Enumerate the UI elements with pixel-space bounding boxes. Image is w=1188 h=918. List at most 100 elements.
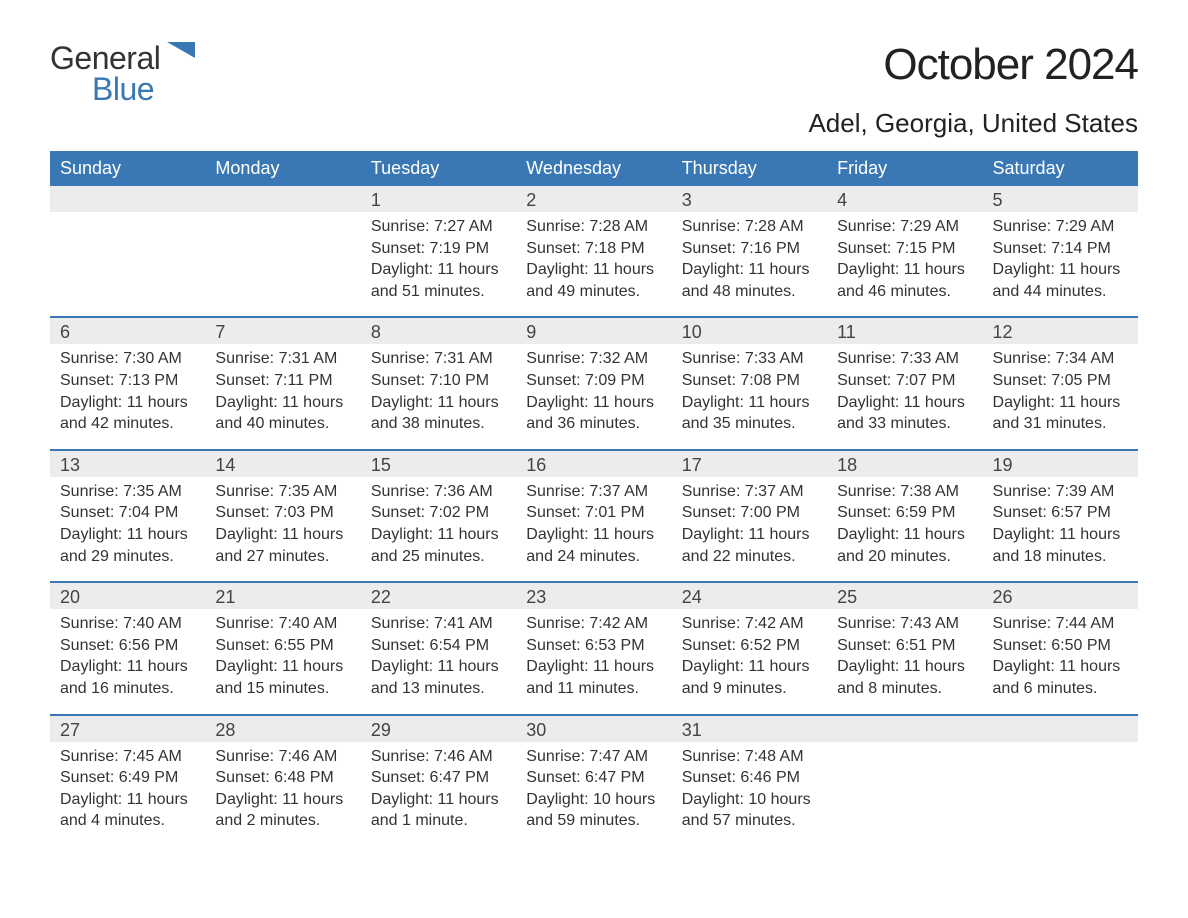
- sunrise-line: Sunrise: 7:36 AM: [371, 481, 506, 503]
- sunset-line: Sunset: 6:47 PM: [371, 767, 506, 789]
- cell-body: Sunrise: 7:29 AMSunset: 7:14 PMDaylight:…: [983, 216, 1138, 302]
- sunrise-line: Sunrise: 7:42 AM: [526, 613, 661, 635]
- calendar-week: 13Sunrise: 7:35 AMSunset: 7:04 PMDayligh…: [50, 449, 1138, 581]
- cell-body: Sunrise: 7:48 AMSunset: 6:46 PMDaylight:…: [672, 746, 827, 832]
- sunset-line: Sunset: 7:07 PM: [837, 370, 972, 392]
- sunrise-line: Sunrise: 7:28 AM: [682, 216, 817, 238]
- sunrise-line: Sunrise: 7:33 AM: [837, 348, 972, 370]
- sunrise-line: Sunrise: 7:48 AM: [682, 746, 817, 768]
- sunset-line: Sunset: 6:50 PM: [993, 635, 1128, 657]
- day-number: 29: [361, 716, 516, 742]
- sunset-line: Sunset: 7:15 PM: [837, 238, 972, 260]
- sunset-line: Sunset: 7:09 PM: [526, 370, 661, 392]
- day-number: 12: [983, 318, 1138, 344]
- cell-body: Sunrise: 7:46 AMSunset: 6:48 PMDaylight:…: [205, 746, 360, 832]
- daylight-line: Daylight: 11 hours and 13 minutes.: [371, 656, 506, 699]
- cell-body: Sunrise: 7:38 AMSunset: 6:59 PMDaylight:…: [827, 481, 982, 567]
- day-number: 17: [672, 451, 827, 477]
- daylight-line: Daylight: 11 hours and 20 minutes.: [837, 524, 972, 567]
- sunrise-line: Sunrise: 7:46 AM: [371, 746, 506, 768]
- day-number: 6: [50, 318, 205, 344]
- weekday-header: Saturday: [983, 151, 1138, 186]
- day-number: 28: [205, 716, 360, 742]
- daylight-line: Daylight: 11 hours and 4 minutes.: [60, 789, 195, 832]
- daylight-line: Daylight: 11 hours and 25 minutes.: [371, 524, 506, 567]
- cell-body: Sunrise: 7:35 AMSunset: 7:04 PMDaylight:…: [50, 481, 205, 567]
- sunrise-line: Sunrise: 7:33 AM: [682, 348, 817, 370]
- sunrise-line: Sunrise: 7:40 AM: [215, 613, 350, 635]
- sunrise-line: Sunrise: 7:43 AM: [837, 613, 972, 635]
- calendar-cell: 1Sunrise: 7:27 AMSunset: 7:19 PMDaylight…: [361, 186, 516, 316]
- calendar-cell: 8Sunrise: 7:31 AMSunset: 7:10 PMDaylight…: [361, 318, 516, 448]
- day-number: 25: [827, 583, 982, 609]
- cell-body: Sunrise: 7:42 AMSunset: 6:52 PMDaylight:…: [672, 613, 827, 699]
- sunset-line: Sunset: 6:57 PM: [993, 502, 1128, 524]
- day-number: [827, 716, 982, 742]
- sunrise-line: Sunrise: 7:44 AM: [993, 613, 1128, 635]
- sunrise-line: Sunrise: 7:35 AM: [215, 481, 350, 503]
- day-number: 19: [983, 451, 1138, 477]
- sunset-line: Sunset: 7:03 PM: [215, 502, 350, 524]
- cell-body: Sunrise: 7:36 AMSunset: 7:02 PMDaylight:…: [361, 481, 516, 567]
- cell-body: Sunrise: 7:39 AMSunset: 6:57 PMDaylight:…: [983, 481, 1138, 567]
- sunset-line: Sunset: 7:04 PM: [60, 502, 195, 524]
- daylight-line: Daylight: 11 hours and 46 minutes.: [837, 259, 972, 302]
- daylight-line: Daylight: 11 hours and 24 minutes.: [526, 524, 661, 567]
- calendar-cell: 26 Sunrise: 7:44 AMSunset: 6:50 PMDayligh…: [983, 583, 1138, 713]
- day-number: [50, 186, 205, 212]
- logo: General Blue: [50, 40, 197, 108]
- title-block: October 2024 Adel, Georgia, United State…: [808, 40, 1138, 139]
- calendar-cell: [983, 716, 1138, 846]
- cell-body: Sunrise: 7:43 AMSunset: 6:51 PMDaylight:…: [827, 613, 982, 699]
- cell-body: Sunrise: 7:37 AMSunset: 7:01 PMDaylight:…: [516, 481, 671, 567]
- day-number: 31: [672, 716, 827, 742]
- sunset-line: Sunset: 6:51 PM: [837, 635, 972, 657]
- daylight-line: Daylight: 11 hours and 38 minutes.: [371, 392, 506, 435]
- cell-body: Sunrise: 7:32 AMSunset: 7:09 PMDaylight:…: [516, 348, 671, 434]
- calendar-cell: 29 Sunrise: 7:46 AMSunset: 6:47 PMDayligh…: [361, 716, 516, 846]
- cell-body: Sunrise: 7:40 AMSunset: 6:55 PMDaylight:…: [205, 613, 360, 699]
- sunrise-line: Sunrise: 7:29 AM: [993, 216, 1128, 238]
- day-number: 5: [983, 186, 1138, 212]
- sunrise-line: Sunrise: 7:39 AM: [993, 481, 1128, 503]
- calendar-cell: 28 Sunrise: 7:46 AMSunset: 6:48 PMDayligh…: [205, 716, 360, 846]
- cell-body: Sunrise: 7:46 AMSunset: 6:47 PMDaylight:…: [361, 746, 516, 832]
- calendar-cell: 15Sunrise: 7:36 AMSunset: 7:02 PMDayligh…: [361, 451, 516, 581]
- sunrise-line: Sunrise: 7:37 AM: [526, 481, 661, 503]
- day-number: 26: [983, 583, 1138, 609]
- cell-body: Sunrise: 7:34 AMSunset: 7:05 PMDaylight:…: [983, 348, 1138, 434]
- calendar-cell: 16 Sunrise: 7:37 AMSunset: 7:01 PMDayligh…: [516, 451, 671, 581]
- calendar-cell: 31 Sunrise: 7:48 AMSunset: 6:46 PMDayligh…: [672, 716, 827, 846]
- day-number: 11: [827, 318, 982, 344]
- day-number: 4: [827, 186, 982, 212]
- sunset-line: Sunset: 7:05 PM: [993, 370, 1128, 392]
- cell-body: Sunrise: 7:29 AMSunset: 7:15 PMDaylight:…: [827, 216, 982, 302]
- calendar-week: 27Sunrise: 7:45 AMSunset: 6:49 PMDayligh…: [50, 714, 1138, 846]
- calendar-cell: 14Sunrise: 7:35 AMSunset: 7:03 PMDayligh…: [205, 451, 360, 581]
- day-number: 9: [516, 318, 671, 344]
- day-number: 20: [50, 583, 205, 609]
- calendar-cell: 3Sunrise: 7:28 AMSunset: 7:16 PMDaylight…: [672, 186, 827, 316]
- day-number: 27: [50, 716, 205, 742]
- cell-body: Sunrise: 7:44 AMSunset: 6:50 PMDaylight:…: [983, 613, 1138, 699]
- calendar-cell: 27Sunrise: 7:45 AMSunset: 6:49 PMDayligh…: [50, 716, 205, 846]
- sunrise-line: Sunrise: 7:32 AM: [526, 348, 661, 370]
- calendar-cell: 22Sunrise: 7:41 AMSunset: 6:54 PMDayligh…: [361, 583, 516, 713]
- sunset-line: Sunset: 7:08 PM: [682, 370, 817, 392]
- calendar-cell: 24Sunrise: 7:42 AMSunset: 6:52 PMDayligh…: [672, 583, 827, 713]
- day-number: 16: [516, 451, 671, 477]
- cell-body: Sunrise: 7:47 AMSunset: 6:47 PMDaylight:…: [516, 746, 671, 832]
- weekday-header: Sunday: [50, 151, 205, 186]
- logo-flag-icon: [167, 40, 197, 67]
- sunset-line: Sunset: 6:53 PM: [526, 635, 661, 657]
- daylight-line: Daylight: 11 hours and 33 minutes.: [837, 392, 972, 435]
- sunrise-line: Sunrise: 7:37 AM: [682, 481, 817, 503]
- sunrise-line: Sunrise: 7:46 AM: [215, 746, 350, 768]
- sunrise-line: Sunrise: 7:45 AM: [60, 746, 195, 768]
- sunset-line: Sunset: 7:19 PM: [371, 238, 506, 260]
- day-number: 7: [205, 318, 360, 344]
- calendar-cell: [50, 186, 205, 316]
- day-number: 21: [205, 583, 360, 609]
- day-number: 1: [361, 186, 516, 212]
- weekday-header: Tuesday: [361, 151, 516, 186]
